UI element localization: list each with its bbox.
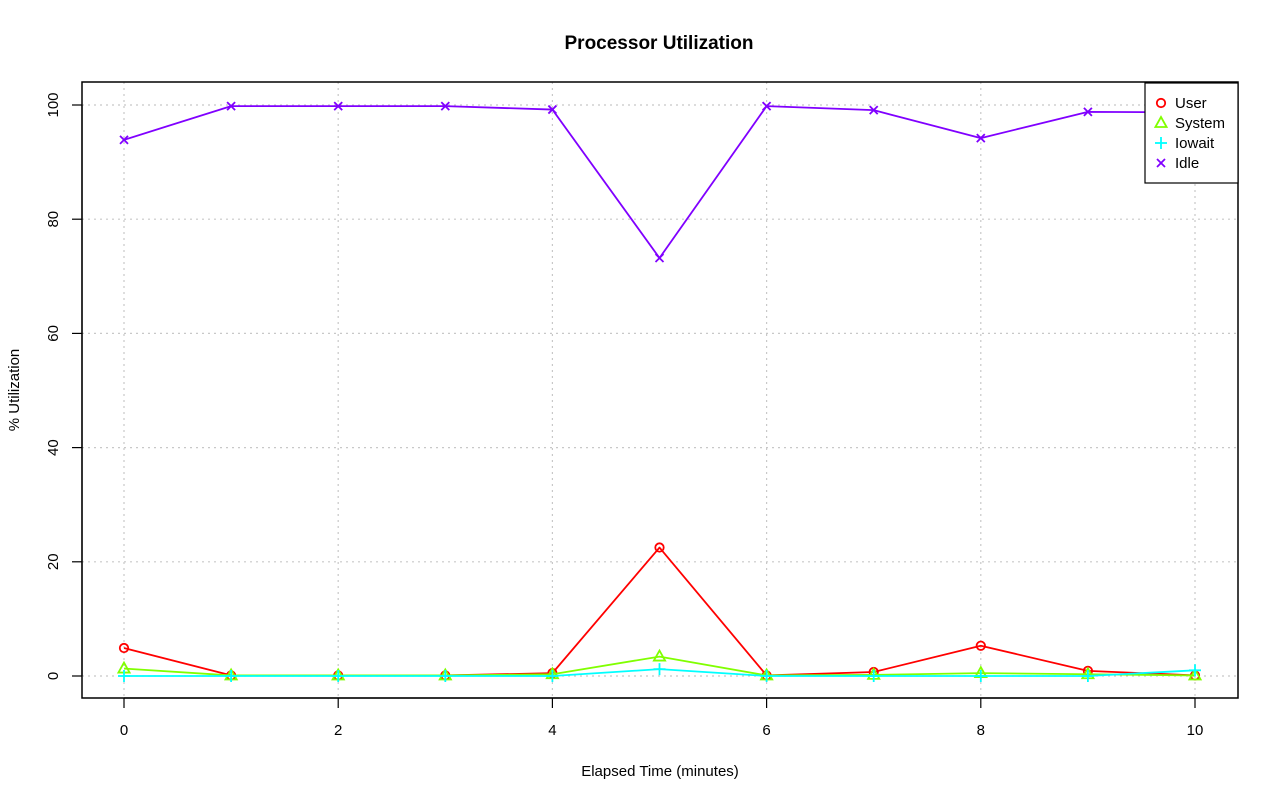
point-idle-2 — [333, 101, 343, 111]
point-system-5 — [652, 648, 667, 662]
point-idle-1 — [226, 101, 236, 111]
plot-frame — [81, 81, 1239, 699]
point-iowait-4 — [546, 670, 559, 682]
legend-marker-user — [1155, 97, 1167, 109]
point-system-10 — [1187, 667, 1203, 681]
x-tick-label-6: 6 — [762, 722, 770, 739]
legend-marker-system — [1153, 115, 1169, 128]
point-iowait-1 — [225, 670, 238, 682]
y-tick-label-60: 60 — [45, 325, 62, 342]
point-iowait-0 — [118, 670, 130, 682]
series-idle — [119, 101, 1200, 263]
x-axis-label: Elapsed Time (minutes) — [581, 763, 739, 780]
x-tick-label-10: 10 — [1187, 722, 1204, 739]
point-idle-9 — [1083, 107, 1093, 117]
series-iowait — [118, 663, 1201, 682]
series-user — [118, 542, 1201, 681]
point-iowait-10 — [1189, 664, 1201, 677]
point-iowait-2 — [332, 670, 345, 682]
point-iowait-6 — [760, 670, 773, 682]
y-tick-label-20: 20 — [45, 553, 62, 570]
point-idle-6 — [761, 101, 772, 111]
point-idle-6-b — [761, 101, 772, 111]
legend: User System Iowait Idle — [1144, 82, 1239, 184]
series-line-idle — [123, 105, 1196, 259]
y-tick-label-80: 80 — [45, 211, 62, 228]
point-iowait-8 — [974, 670, 987, 682]
point-idle-5-b — [654, 253, 665, 263]
point-idle-0 — [119, 135, 129, 145]
grid — [82, 82, 1238, 698]
point-idle-1-b — [226, 101, 236, 111]
y-axis: 0 20 40 60 80 100 — [45, 92, 83, 680]
legend-marker-idle-b — [1156, 158, 1166, 168]
point-idle-3 — [440, 101, 450, 111]
legend-marker-idle — [1156, 158, 1166, 168]
y-axis-label: % Utilization — [6, 349, 23, 432]
point-idle-3-b — [440, 101, 450, 111]
point-idle-2-b — [333, 101, 343, 111]
chart-title: Processor Utilization — [565, 33, 754, 54]
point-user-0 — [118, 642, 130, 654]
point-idle-7-b — [869, 105, 879, 115]
x-tick-label-8: 8 — [977, 722, 985, 739]
legend-label-system: System — [1175, 115, 1225, 132]
legend-label-user: User — [1175, 95, 1207, 112]
legend-label-idle: Idle — [1175, 155, 1199, 172]
x-tick-label-4: 4 — [548, 722, 556, 739]
point-idle-7 — [869, 105, 879, 115]
y-tick-label-40: 40 — [45, 439, 62, 456]
point-idle-5 — [654, 253, 665, 263]
point-iowait-5 — [653, 663, 666, 676]
y-tick-label-100: 100 — [45, 92, 62, 117]
point-user-5 — [654, 542, 665, 553]
series-layer — [116, 101, 1203, 682]
legend-marker-iowait — [1155, 137, 1167, 149]
point-idle-0-b — [119, 135, 129, 145]
point-iowait-7 — [867, 670, 880, 682]
point-user-8 — [975, 640, 986, 651]
point-iowait-3 — [439, 670, 452, 682]
point-idle-9-b — [1083, 107, 1093, 117]
y-tick-label-0: 0 — [45, 672, 62, 680]
legend-label-iowait: Iowait — [1175, 135, 1215, 152]
point-idle-8 — [976, 133, 986, 143]
x-tick-label-2: 2 — [334, 722, 342, 739]
x-axis: 0 2 4 6 8 10 — [120, 697, 1204, 739]
x-tick-label-0: 0 — [120, 722, 128, 739]
point-idle-8-b — [976, 133, 986, 143]
point-iowait-9 — [1081, 670, 1094, 682]
point-idle-4 — [547, 104, 558, 115]
point-idle-4-b — [547, 104, 558, 115]
